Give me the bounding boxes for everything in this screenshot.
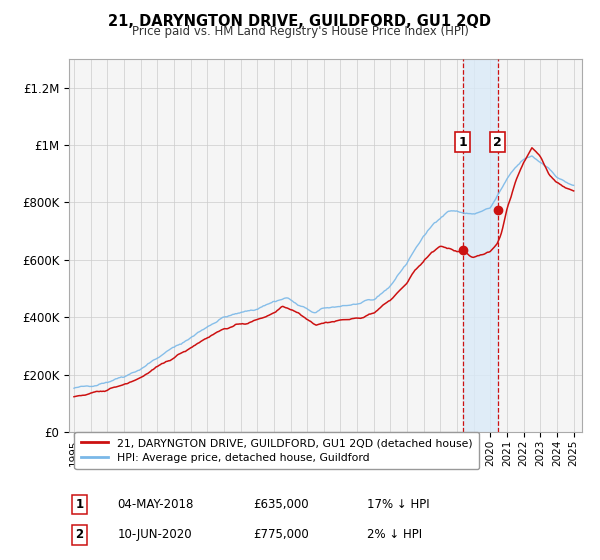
- Text: 10-JUN-2020: 10-JUN-2020: [118, 528, 193, 542]
- Legend: 21, DARYNGTON DRIVE, GUILDFORD, GU1 2QD (detached house), HPI: Average price, de: 21, DARYNGTON DRIVE, GUILDFORD, GU1 2QD …: [74, 432, 479, 469]
- Text: 1: 1: [458, 136, 467, 148]
- Text: £775,000: £775,000: [254, 528, 310, 542]
- Text: 2: 2: [493, 136, 502, 148]
- Text: Price paid vs. HM Land Registry's House Price Index (HPI): Price paid vs. HM Land Registry's House …: [131, 25, 469, 38]
- Text: 21, DARYNGTON DRIVE, GUILDFORD, GU1 2QD: 21, DARYNGTON DRIVE, GUILDFORD, GU1 2QD: [109, 14, 491, 29]
- Text: 2: 2: [75, 528, 83, 542]
- Text: 17% ↓ HPI: 17% ↓ HPI: [367, 498, 429, 511]
- Text: 2% ↓ HPI: 2% ↓ HPI: [367, 528, 422, 542]
- Bar: [463, 59, 498, 432]
- Text: 1: 1: [75, 498, 83, 511]
- Text: 04-MAY-2018: 04-MAY-2018: [118, 498, 194, 511]
- Text: £635,000: £635,000: [254, 498, 310, 511]
